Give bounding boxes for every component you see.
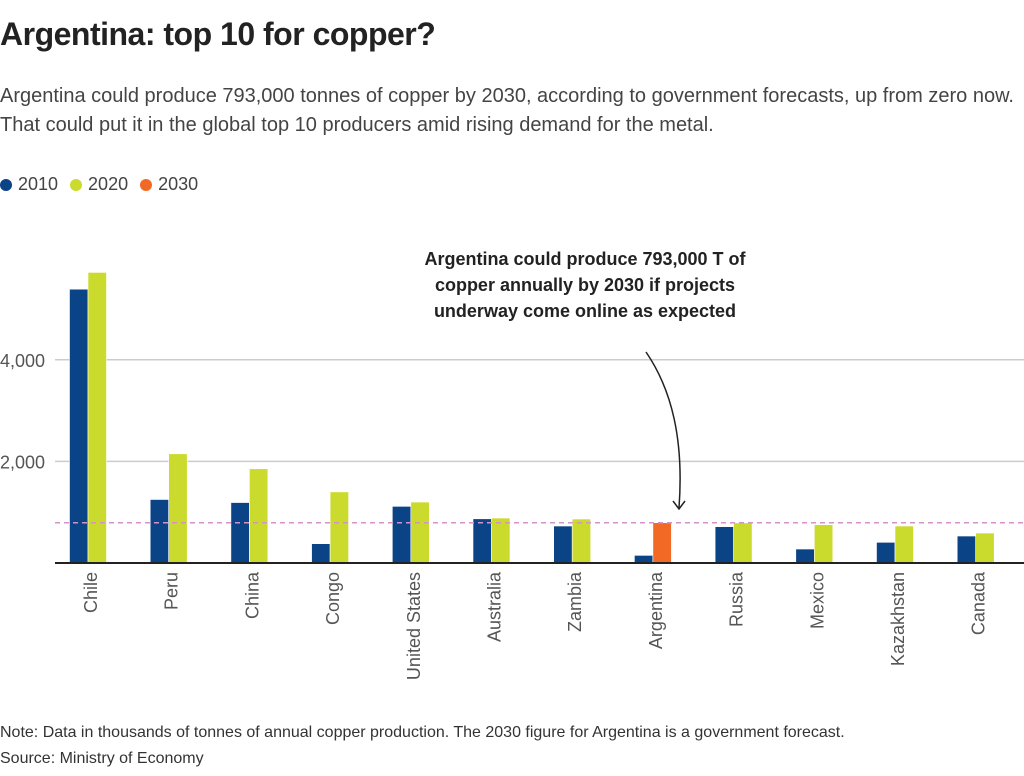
x-tick-label: China [242,571,262,619]
bar-mexico-2020 [813,524,834,564]
bar-chile-2020 [87,272,107,564]
bar-mexico-2010 [795,548,815,564]
bar-kazakhstan-2010 [876,542,896,564]
bar-russia-2020 [733,522,753,564]
footnote: Note: Data in thousands of tonnes of ann… [0,724,845,741]
legend-swatch-2030 [140,178,153,191]
legend-item-2010: 2010 [0,174,58,195]
legend-swatch-2010 [0,178,12,191]
y-tick-label: 2,000 [0,452,45,472]
bar-zambia-2010 [553,525,573,564]
x-tick-label: Canada [969,571,989,635]
x-tick-label: United States [404,572,424,680]
bar-australia-2010 [472,518,492,564]
bar-congo-2020 [329,491,349,564]
bar-peru-2020 [168,453,188,564]
chart-title: Argentina: top 10 for copper? [0,16,436,52]
arrow-head-icon [672,500,686,511]
source: Source: Ministry of Economy [0,750,204,767]
x-tick-label: Kazakhstan [888,572,908,666]
x-tick-label: Peru [162,572,182,610]
x-tick-label: Chile [81,572,101,613]
bar-canada-2010 [956,535,977,564]
annotation-text: Argentina could produce 793,000 T of cop… [424,249,746,321]
x-tick-label: Mexico [807,572,827,629]
bar-china-2020 [249,468,269,564]
x-tick-label: Congo [323,572,343,625]
bar-canada-2020 [975,532,995,564]
bar-congo-2010 [311,543,331,564]
bar-kazakhstan-2020 [894,525,914,564]
annotation-arrow [645,351,681,509]
legend: 2010 2020 2030 [0,174,198,195]
bar-peru-2010 [149,499,169,564]
chart-subtitle: Argentina could produce 793,000 tonnes o… [0,85,1014,136]
x-tick-label: Australia [485,571,505,642]
x-tick-label: Zambia [565,571,585,632]
bar-united-states-2020 [410,501,430,564]
x-tick-label: Argentina [646,571,666,649]
legend-swatch-2020 [70,178,83,191]
y-tick-label: 4,000 [0,351,45,371]
bar-united-states-2010 [391,506,412,564]
x-tick-label: Russia [727,571,747,627]
bar-argentina-2030 [652,522,672,564]
legend-label-2020: 2020 [88,174,129,194]
bar-argentina-2010 [634,555,654,564]
bar-china-2010 [230,502,250,564]
legend-label-2030: 2030 [158,174,199,194]
bar-chile-2010 [69,288,89,564]
legend-item-2020: 2020 [70,174,128,195]
bar-zambia-2020 [571,518,592,564]
bar-australia-2020 [491,517,511,564]
bar-russia-2010 [714,526,734,564]
legend-item-2030: 2030 [140,174,198,195]
legend-label-2010: 2010 [18,174,59,194]
